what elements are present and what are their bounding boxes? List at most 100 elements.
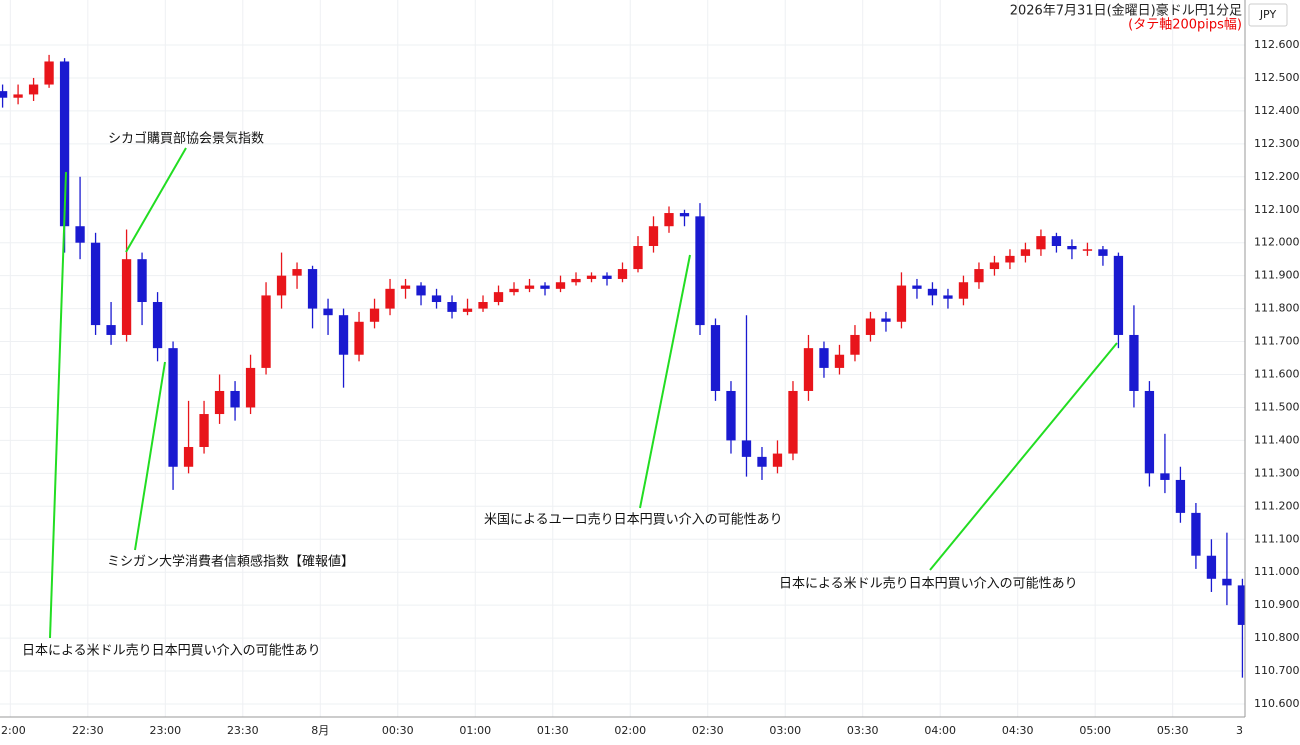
candle-body xyxy=(431,295,442,303)
annotation-line xyxy=(49,171,67,639)
candle-body xyxy=(509,288,519,293)
annotation-line xyxy=(134,361,166,551)
y-tick-label: 111.900 xyxy=(1254,269,1300,282)
candle-body xyxy=(28,84,39,95)
candle-body xyxy=(1113,255,1124,335)
candle-body xyxy=(943,295,953,299)
y-tick-label: 112.200 xyxy=(1254,170,1300,183)
x-tick-label: 01:30 xyxy=(537,724,569,737)
chart-title: 2026年7月31日(金曜日)豪ドル円1分足 xyxy=(1010,3,1242,19)
candle-body xyxy=(44,61,54,85)
x-tick-label: 01:00 xyxy=(459,724,491,737)
chart-subtitle: (タテ軸200pips幅) xyxy=(1128,18,1242,33)
candle-body xyxy=(462,308,473,312)
candle-body xyxy=(478,302,488,309)
candle-body xyxy=(896,285,907,322)
candle-body xyxy=(214,390,225,415)
candle-body xyxy=(1098,249,1108,256)
candle-body xyxy=(230,390,240,408)
annotation: 米国によるユーロ売り日本円買い介入の可能性あり xyxy=(484,512,783,528)
x-tick-label: 04:00 xyxy=(924,724,956,737)
candle-body xyxy=(1160,473,1170,480)
candle-body xyxy=(695,216,705,326)
candle-body xyxy=(168,348,178,467)
candle-body xyxy=(90,242,101,326)
candle-body xyxy=(75,226,85,243)
x-tick-label: 3 xyxy=(1236,724,1243,737)
candle-body xyxy=(152,302,163,349)
y-tick-label: 112.500 xyxy=(1254,71,1300,84)
candle-body xyxy=(369,308,380,322)
candle-body xyxy=(912,285,922,289)
candle-body xyxy=(1175,479,1186,513)
y-tick-label: 110.700 xyxy=(1254,664,1300,677)
y-tick-label: 111.100 xyxy=(1254,532,1300,545)
candle-body xyxy=(400,285,411,289)
candle-body xyxy=(974,269,984,283)
candle-body xyxy=(354,321,364,355)
x-tick-label: 02:00 xyxy=(614,724,646,737)
y-tick-label: 111.800 xyxy=(1254,302,1300,315)
candle-body xyxy=(524,285,535,289)
candle-body xyxy=(1237,585,1248,625)
candle-body xyxy=(106,325,116,335)
candle-body xyxy=(416,285,426,296)
candle-body xyxy=(664,213,674,227)
y-tick-label: 111.600 xyxy=(1254,368,1300,381)
candle-body xyxy=(121,259,132,335)
candle-body xyxy=(137,259,147,303)
candle-body xyxy=(493,292,504,303)
candle-body xyxy=(819,348,829,368)
candle-body xyxy=(1191,512,1201,556)
y-tick-label: 111.200 xyxy=(1254,499,1300,512)
x-tick-label: 02:30 xyxy=(692,724,724,737)
y-tick-label: 112.400 xyxy=(1254,104,1300,117)
candle-body xyxy=(602,275,612,279)
candle-body xyxy=(679,213,690,217)
candle-body xyxy=(245,367,256,408)
x-tick-label: 03:00 xyxy=(769,724,801,737)
candle-body xyxy=(1051,236,1062,246)
annotation-line xyxy=(929,342,1118,571)
candle-body xyxy=(586,275,597,279)
candle-body xyxy=(1067,245,1077,250)
candle-body xyxy=(447,302,457,312)
candle-body xyxy=(850,334,860,355)
x-tick-label: 05:30 xyxy=(1157,724,1189,737)
x-tick-label: 23:30 xyxy=(227,724,259,737)
x-tick-label: 00:30 xyxy=(382,724,414,737)
candle-body xyxy=(1129,334,1139,391)
candle-body xyxy=(772,453,783,467)
currency-box[interactable] xyxy=(1248,3,1288,27)
candle-body xyxy=(927,288,938,296)
annotation-line xyxy=(125,147,187,253)
x-tick-label: 05:00 xyxy=(1079,724,1111,737)
y-tick-label: 110.600 xyxy=(1254,697,1300,710)
x-tick-label: 04:30 xyxy=(1002,724,1034,737)
candle-body xyxy=(571,278,581,283)
candle-body xyxy=(726,390,736,441)
candle-body xyxy=(1206,555,1217,579)
candle-body xyxy=(1020,249,1031,256)
candle-body xyxy=(989,262,1000,270)
annotation: 日本による米ドル売り日本円買い介入の可能性あり xyxy=(22,643,321,659)
y-tick-label: 111.500 xyxy=(1254,400,1300,413)
price-axis-panel xyxy=(1245,0,1300,745)
candle-body xyxy=(385,288,395,309)
candle-body xyxy=(13,94,23,98)
currency-label: JPY xyxy=(1259,8,1277,21)
annotations: シカゴ購買部協会景気指数 ミシガン大学消費者信頼感指数【確報値】 日本による米ド… xyxy=(22,131,1118,659)
y-tick-label: 112.300 xyxy=(1254,137,1300,150)
candle-body xyxy=(1144,390,1155,474)
y-tick-label: 112.600 xyxy=(1254,38,1300,51)
candle-body xyxy=(1222,578,1232,586)
candle-body xyxy=(648,226,659,246)
candle-body xyxy=(757,456,767,467)
x-tick-label: 03:30 xyxy=(847,724,879,737)
candle-body xyxy=(617,269,628,279)
y-tick-label: 110.800 xyxy=(1254,631,1300,644)
annotation-line xyxy=(639,254,691,509)
candle-body xyxy=(633,245,643,270)
y-tick-label: 111.000 xyxy=(1254,565,1300,578)
